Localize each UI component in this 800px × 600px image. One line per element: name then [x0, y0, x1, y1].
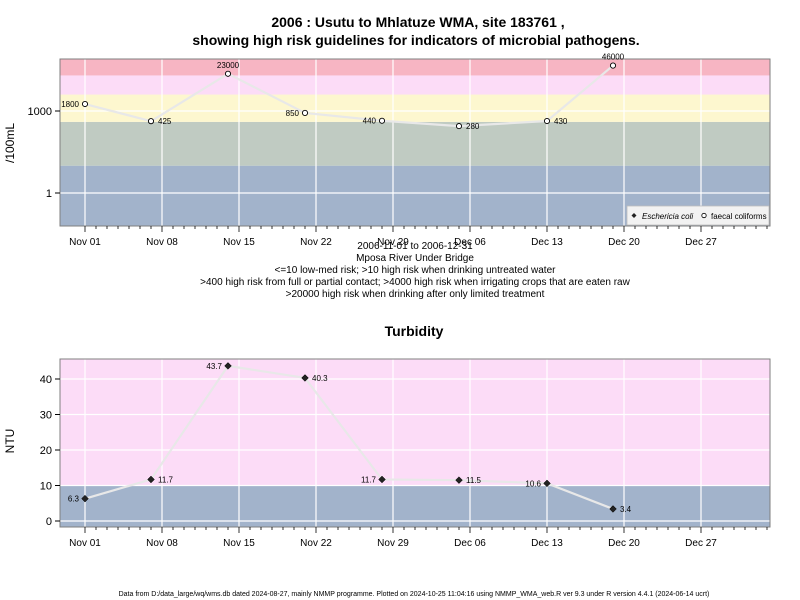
data-label: 850 [286, 109, 300, 118]
turbidity-title: Turbidity [385, 323, 444, 339]
risk-band-2 [60, 94, 770, 122]
data-point [378, 117, 386, 124]
series-line [84, 64, 614, 128]
data-label: 1800 [61, 100, 79, 109]
x-tick-label: Nov 22 [300, 237, 332, 248]
risk-band-1 [60, 359, 770, 486]
data-point [224, 70, 232, 77]
data-label: 3.4 [620, 505, 632, 514]
x-tick-label: Nov 01 [69, 237, 101, 248]
data-label: 43.7 [206, 362, 222, 371]
data-label: 6.3 [68, 495, 80, 504]
data-point [81, 494, 89, 503]
y-tick-label: 10 [40, 481, 52, 493]
x-tick-label: Dec 20 [608, 538, 640, 549]
data-label: 23000 [217, 61, 240, 70]
data-point [147, 475, 155, 484]
y-tick-label: 0 [46, 516, 52, 528]
data-point [543, 479, 551, 488]
x-tick-label: Nov 29 [377, 538, 409, 549]
data-point [609, 62, 617, 69]
chart-title: 2006 : Usutu to Mhlatuze WMA, site 18376… [271, 14, 564, 30]
risk-band-0 [60, 485, 770, 527]
chart-subtitle: showing high risk guidelines for indicat… [192, 32, 639, 48]
x-tick-label: Dec 06 [454, 237, 486, 248]
x-tick-label: Nov 01 [69, 538, 101, 549]
data-label: 10.6 [525, 479, 541, 488]
microbial-y-axis-label: /100mL [3, 123, 17, 163]
y-tick-label: 1 [46, 188, 52, 200]
legend: Eschericia coli faecal coliforms [626, 205, 770, 226]
y-tick-label: 1000 [28, 106, 52, 118]
y-tick-label: 30 [40, 410, 52, 422]
location-note: Mposa River Under Bridge [356, 253, 474, 264]
guideline-note-1: <=10 low-med risk; >10 high risk when dr… [275, 265, 557, 276]
data-point [301, 109, 309, 116]
data-label: 11.7 [158, 475, 174, 484]
risk-band-4 [60, 59, 770, 76]
guideline-note-3: >20000 high risk when drinking after onl… [286, 289, 545, 300]
x-tick-label: Dec 06 [454, 538, 486, 549]
x-tick-label: Nov 22 [300, 538, 332, 549]
data-point [378, 475, 386, 484]
x-tick-label: Nov 29 [377, 237, 409, 248]
data-point [609, 505, 617, 513]
footer-note: Data from D:/data_large/wq/wms.db dated … [119, 591, 710, 598]
legend-marker-ecoli [631, 213, 637, 218]
data-label: 11.7 [361, 475, 377, 484]
data-point [81, 100, 89, 108]
date-range-note: 2006-11-01 to 2006-12-31 [357, 241, 473, 252]
x-tick-label: Nov 15 [223, 538, 255, 549]
data-label: 440 [363, 117, 377, 126]
x-tick-label: Nov 08 [146, 237, 178, 248]
data-label: 40.3 [312, 374, 328, 383]
x-tick-label: Dec 13 [531, 538, 563, 549]
x-tick-label: Nov 15 [223, 237, 255, 248]
x-tick-label: Dec 27 [685, 237, 717, 248]
data-point [455, 123, 463, 130]
turbidity-plot: 0 10 20 30 40 Nov 01 Nov 08 Nov 15 Nov 22 Nov 29 D… [40, 358, 771, 549]
data-point [543, 117, 551, 125]
y-tick-label: 20 [40, 445, 52, 457]
legend-entry-faecal: faecal coliforms [711, 212, 767, 221]
legend-box [626, 205, 770, 226]
data-label: 280 [466, 122, 480, 131]
x-tick-label: Nov 08 [146, 538, 178, 549]
microbial-plot: 1 1000 Nov 01 Nov 08 Nov 15 Nov 22 Nov 29 Dec 0… [28, 53, 771, 248]
data-point [455, 476, 463, 484]
data-label: 430 [554, 117, 568, 126]
data-point [224, 362, 232, 370]
data-point [147, 118, 155, 125]
legend-entry-ecoli: Eschericia coli [642, 212, 693, 221]
legend-marker-faecal [701, 212, 707, 219]
x-tick-label: Dec 20 [608, 237, 640, 248]
series-line [84, 364, 614, 510]
x-tick-label: Dec 13 [531, 237, 563, 248]
data-label: 46000 [602, 53, 625, 62]
risk-band-1 [60, 121, 770, 166]
data-label: 425 [158, 117, 172, 126]
risk-band-3 [60, 75, 770, 95]
data-label: 11.5 [466, 476, 482, 485]
x-tick-label: Dec 27 [685, 538, 717, 549]
guideline-note-2: >400 high risk from full or partial cont… [200, 277, 630, 288]
turbidity-y-axis-label: NTU [3, 429, 17, 454]
data-point [301, 374, 309, 382]
y-tick-label: 40 [40, 374, 52, 386]
